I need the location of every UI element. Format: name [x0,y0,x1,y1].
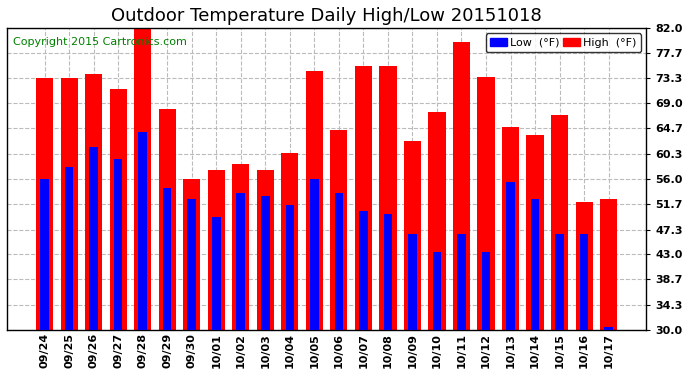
Bar [384,214,392,330]
Bar [359,211,368,330]
Bar [408,234,417,330]
Bar [526,135,544,330]
Bar [286,205,294,330]
Bar [482,252,491,330]
Bar [163,188,172,330]
Bar [110,89,127,330]
Bar [380,66,397,330]
Bar [551,115,568,330]
Bar [310,179,319,330]
Bar [237,194,245,330]
Bar [457,234,466,330]
Bar [477,77,495,330]
Bar [355,66,372,330]
Bar [433,252,442,330]
Bar [89,147,98,330]
Bar [282,153,298,330]
Bar [506,182,515,330]
Bar [139,132,147,330]
Bar [604,327,613,330]
Bar [61,78,78,330]
Bar [208,170,225,330]
Bar [306,72,323,330]
Bar [531,199,540,330]
Legend: Low  (°F), High  (°F): Low (°F), High (°F) [486,33,641,53]
Bar [65,167,73,330]
Bar [183,179,200,330]
Bar [261,196,270,330]
Bar [188,199,196,330]
Bar [453,42,470,330]
Bar [114,159,122,330]
Text: Copyright 2015 Cartronics.com: Copyright 2015 Cartronics.com [13,37,187,47]
Bar [85,74,102,330]
Bar [212,217,221,330]
Bar [159,109,176,330]
Bar [331,130,348,330]
Bar [134,28,151,330]
Bar [36,78,53,330]
Bar [580,234,589,330]
Bar [502,127,519,330]
Bar [404,141,421,330]
Bar [233,164,249,330]
Bar [40,179,49,330]
Bar [600,199,618,330]
Bar [555,234,564,330]
Bar [428,112,446,330]
Bar [335,194,343,330]
Bar [575,202,593,330]
Title: Outdoor Temperature Daily High/Low 20151018: Outdoor Temperature Daily High/Low 20151… [111,7,542,25]
Bar [257,170,274,330]
